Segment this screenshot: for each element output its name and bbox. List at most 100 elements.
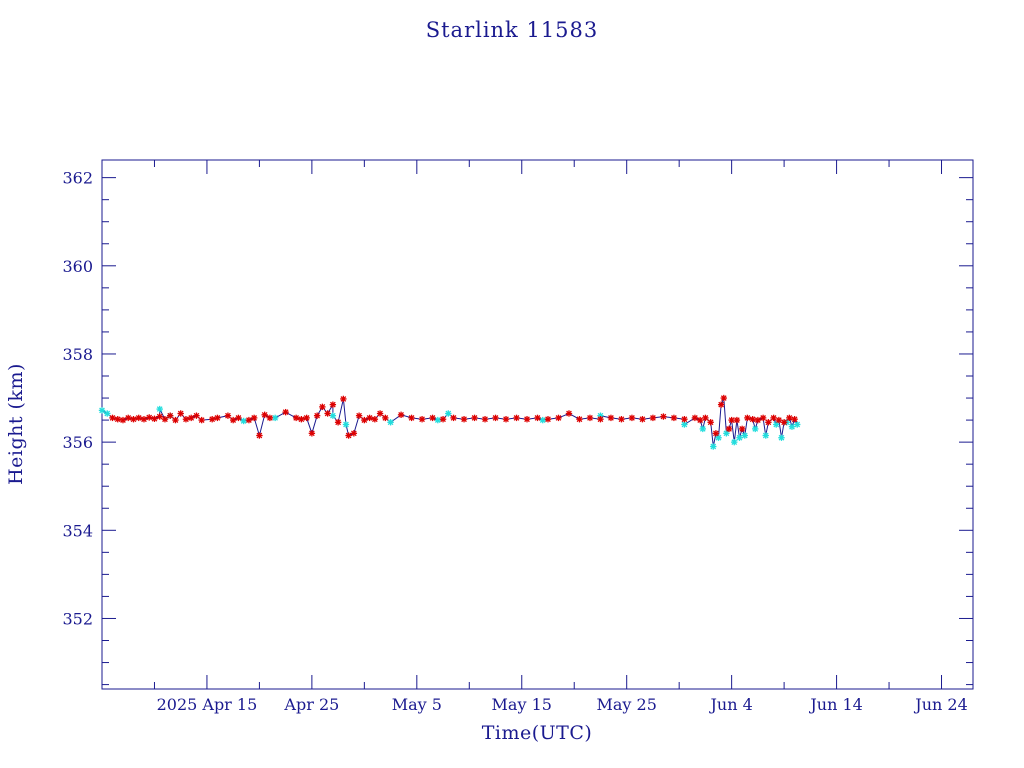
- series-a-point: [565, 410, 573, 417]
- series-a-point: [408, 414, 415, 422]
- x-tick-label: 2025 Apr 15: [157, 695, 258, 714]
- plot-frame: [101, 159, 974, 690]
- series-a-point: [245, 416, 253, 424]
- series-a-point: [167, 412, 174, 419]
- y-tick-label: 352: [62, 609, 93, 628]
- series-a-point: [471, 414, 478, 422]
- series-a-point: [382, 414, 389, 422]
- series-a-point: [775, 416, 783, 424]
- series-a-point: [397, 411, 405, 419]
- series-a-point: [313, 412, 321, 419]
- series-a-point: [229, 416, 237, 424]
- series-a-point: [681, 416, 688, 423]
- series-a-point: [161, 416, 169, 423]
- series-a-point: [660, 413, 667, 420]
- series-b-point: [736, 434, 743, 441]
- series-b-point: [240, 417, 247, 425]
- chart-title: Starlink 11583: [426, 18, 599, 42]
- series-a-point: [261, 411, 268, 419]
- series-a-point: [754, 416, 762, 424]
- series-b-point: [723, 430, 730, 437]
- series-a-point: [791, 416, 798, 423]
- series-a-point: [193, 412, 200, 419]
- series-b-point: [794, 421, 801, 428]
- series-a-point: [208, 416, 216, 423]
- y-tick-label: 354: [62, 521, 93, 540]
- series-a-point: [576, 416, 583, 423]
- series-a-point: [355, 412, 363, 419]
- series-a-point: [439, 416, 447, 423]
- series-a-point: [717, 401, 725, 408]
- series-a-point: [182, 416, 190, 423]
- series-b-point: [434, 416, 442, 424]
- series-a-point: [744, 414, 751, 422]
- series-b-point: [539, 416, 546, 424]
- series-b-point: [699, 425, 706, 433]
- series-a-point: [172, 416, 179, 424]
- series-a-point: [345, 432, 352, 439]
- series-a-point: [292, 414, 300, 422]
- series-a-point: [119, 416, 127, 424]
- series-a-point: [303, 414, 310, 422]
- series-a-point: [555, 414, 562, 422]
- series-a-point: [759, 414, 767, 422]
- series-a-point: [670, 414, 678, 422]
- series-b-point: [762, 432, 769, 439]
- series-a-point: [140, 416, 148, 423]
- series-a-point: [607, 414, 615, 422]
- series-a-point: [765, 419, 772, 426]
- series-a-point: [481, 416, 489, 423]
- series-b-points: [98, 405, 801, 450]
- x-axis-label: Time(UTC): [482, 722, 593, 744]
- y-axis-ticks: [102, 177, 973, 686]
- series-a-point: [177, 410, 184, 417]
- series-a-point: [450, 414, 457, 422]
- x-tick-label: Jun 24: [913, 695, 967, 714]
- series-a-point: [738, 425, 746, 433]
- series-line: [101, 397, 798, 447]
- y-axis-tick-labels: 352 354 356 358 360 362: [62, 169, 93, 629]
- series-a-point: [256, 432, 263, 439]
- series-b-point: [329, 412, 337, 419]
- series-a-point: [733, 416, 741, 424]
- series-a-point: [780, 419, 788, 426]
- series-b-point: [445, 410, 452, 417]
- series-a-points: [109, 394, 798, 439]
- series-a-point: [214, 414, 221, 422]
- series-b-point: [104, 410, 111, 417]
- series-a-point: [146, 414, 153, 421]
- series-a-point: [235, 414, 242, 422]
- series-a-point: [725, 425, 733, 433]
- x-tick-label: Jun 4: [708, 695, 752, 714]
- series-a-point: [618, 416, 625, 423]
- series-b-point: [778, 434, 785, 441]
- series-a-point: [130, 416, 137, 423]
- series-a-point: [329, 401, 337, 408]
- series-a-point: [282, 408, 289, 416]
- series-a-point: [187, 414, 195, 422]
- series-a-point: [720, 394, 727, 402]
- series-b-point: [387, 419, 394, 426]
- x-axis-ticks: [101, 160, 943, 689]
- series-a-point: [429, 414, 436, 422]
- series-a-point: [308, 430, 316, 437]
- y-tick-label: 358: [62, 345, 93, 364]
- series-a-point: [109, 414, 116, 422]
- series-a-point: [712, 430, 720, 437]
- series-a-point: [523, 416, 531, 423]
- x-tick-label: May 25: [596, 695, 656, 714]
- series-a-point: [156, 413, 163, 420]
- series-a-point: [151, 415, 158, 422]
- series-a-point: [135, 414, 142, 422]
- series-a-point: [649, 414, 657, 422]
- x-tick-label: Apr 25: [283, 695, 339, 714]
- series-b-point: [156, 405, 163, 413]
- y-tick-label: 356: [62, 433, 93, 452]
- series-a-point: [125, 414, 132, 422]
- series-a-point: [502, 416, 510, 423]
- series-a-point: [371, 416, 379, 423]
- y-tick-label: 360: [62, 257, 93, 276]
- series-b-point: [710, 443, 717, 450]
- series-b-point: [98, 407, 106, 414]
